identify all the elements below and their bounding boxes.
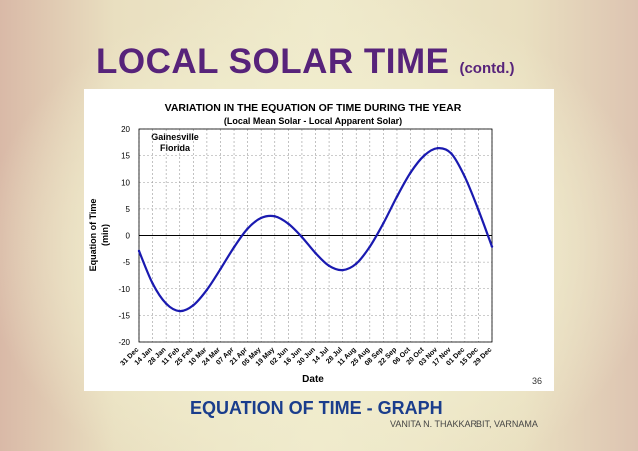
data-point bbox=[164, 302, 168, 305]
y-tick-label: -15 bbox=[118, 311, 130, 320]
data-point bbox=[463, 175, 467, 179]
chart-annotation-line-1: Gainesville bbox=[151, 132, 199, 142]
x-axis-label: Date bbox=[302, 374, 324, 385]
slide-title-suffix: (contd.) bbox=[459, 60, 515, 77]
equation-of-time-chart: VARIATION IN THE EQUATION OF TIME DURING… bbox=[88, 102, 494, 385]
plot-area-border bbox=[138, 128, 493, 343]
chart-title: VARIATION IN THE EQUATION OF TIME DURING… bbox=[165, 102, 462, 114]
chart-subtitle: (Local Mean Solar - Local Apparent Solar… bbox=[224, 116, 402, 126]
data-point bbox=[477, 208, 480, 212]
data-point bbox=[327, 264, 331, 268]
data-point bbox=[382, 222, 385, 225]
footer-author: VANITA N. THAKKAR bbox=[390, 419, 478, 429]
data-point bbox=[205, 288, 209, 292]
data-point bbox=[422, 154, 426, 157]
page-number: 36 bbox=[532, 376, 543, 386]
data-point bbox=[137, 249, 141, 253]
data-point bbox=[192, 304, 195, 307]
data-point bbox=[314, 251, 317, 255]
data-point bbox=[273, 215, 276, 218]
y-tick-label: 5 bbox=[126, 205, 131, 214]
data-point bbox=[219, 267, 222, 271]
y-tick-label: -5 bbox=[123, 258, 131, 267]
y-tick-label: 0 bbox=[126, 232, 131, 241]
data-point bbox=[490, 245, 494, 248]
footer-institute: BIT, VARNAMA bbox=[476, 419, 538, 429]
data-point bbox=[395, 195, 399, 198]
slide-title: LOCAL SOLAR TIME (contd.) bbox=[96, 42, 616, 82]
y-tick-label: 10 bbox=[121, 178, 130, 187]
data-point bbox=[368, 245, 372, 248]
data-point bbox=[246, 227, 249, 230]
y-tick-label: -20 bbox=[118, 338, 130, 347]
data-point bbox=[341, 268, 344, 272]
data-point bbox=[259, 216, 263, 220]
chart-annotation-line-2: Florida bbox=[160, 143, 191, 153]
data-point bbox=[232, 246, 236, 249]
y-axis-label-line-2: (min) bbox=[100, 224, 110, 246]
y-axis-label-line-1: Equation of Time bbox=[88, 199, 98, 272]
y-tick-label: 20 bbox=[121, 125, 130, 134]
data-point bbox=[355, 262, 358, 265]
slide-title-main: LOCAL SOLAR TIME bbox=[96, 42, 450, 81]
data-point bbox=[450, 152, 453, 155]
data-point bbox=[409, 171, 412, 174]
data-point bbox=[178, 309, 181, 313]
data-point bbox=[287, 222, 290, 225]
data-point bbox=[300, 235, 304, 239]
chart-panel: VARIATION IN THE EQUATION OF TIME DURING… bbox=[84, 89, 554, 391]
data-point bbox=[151, 282, 154, 285]
y-tick-label: -10 bbox=[118, 285, 130, 294]
y-tick-label: 15 bbox=[121, 152, 130, 161]
slide-subtitle: EQUATION OF TIME - GRAPH bbox=[190, 398, 443, 418]
data-point bbox=[436, 146, 439, 150]
